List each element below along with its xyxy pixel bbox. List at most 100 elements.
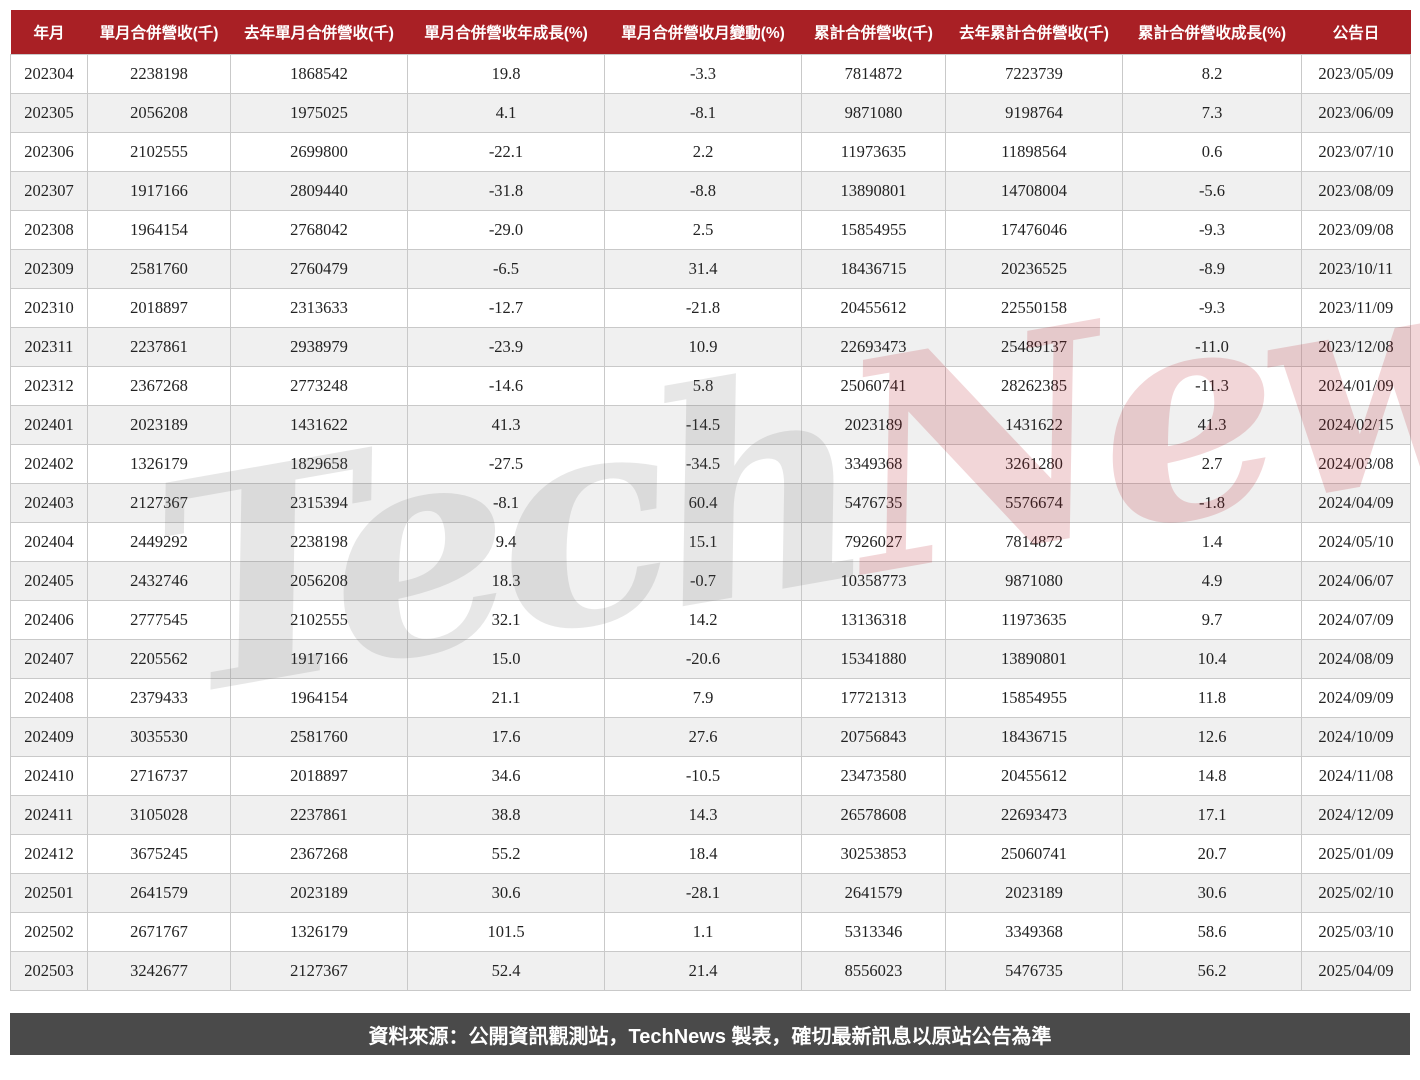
cell-cumulative-revenue: 7814872 [801,54,946,94]
cell-mom-change: -8.8 [604,171,802,211]
cell-monthly-revenue: 2205562 [87,639,231,679]
cell-mom-change: -3.3 [604,54,802,94]
cell-last-year-cumulative-revenue: 7223739 [945,54,1123,94]
cell-last-year-monthly-revenue: 1975025 [230,93,408,133]
cell-year-month: 202304 [10,54,88,94]
cell-announcement-date: 2023/11/09 [1301,288,1411,328]
cell-mom-change: 7.9 [604,678,802,718]
column-header-last-year-monthly-revenue: 去年單月合併營收(千) [230,10,408,55]
cell-mom-change: 31.4 [604,249,802,289]
cell-cumulative-revenue: 26578608 [801,795,946,835]
cell-cumulative-revenue: 15341880 [801,639,946,679]
table-row: 202410 2716737 2018897 34.6 -10.5 23473580 204… [10,756,1411,796]
table-body: 202304 2238198 1868542 19.8 -3.3 7814872 72237… [10,54,1411,991]
cell-year-month: 202305 [10,93,88,133]
cell-last-year-monthly-revenue: 2313633 [230,288,408,328]
cell-announcement-date: 2024/05/10 [1301,522,1411,562]
cell-last-year-cumulative-revenue: 20455612 [945,756,1123,796]
cell-cumulative-growth: -1.8 [1122,483,1302,523]
cell-mom-change: 14.2 [604,600,802,640]
cell-monthly-revenue: 2379433 [87,678,231,718]
cell-yoy-growth: 101.5 [407,912,605,952]
cell-mom-change: 2.2 [604,132,802,172]
cell-mom-change: -28.1 [604,873,802,913]
cell-cumulative-growth: 41.3 [1122,405,1302,445]
cell-cumulative-growth: 0.6 [1122,132,1302,172]
cell-mom-change: 14.3 [604,795,802,835]
cell-last-year-cumulative-revenue: 28262385 [945,366,1123,406]
table-row: 202408 2379433 1964154 21.1 7.9 17721313 15854… [10,678,1411,718]
cell-mom-change: 10.9 [604,327,802,367]
cell-cumulative-revenue: 5476735 [801,483,946,523]
cell-last-year-monthly-revenue: 1829658 [230,444,408,484]
column-header-yoy-growth: 單月合併營收年成長(%) [407,10,605,55]
cell-last-year-monthly-revenue: 2056208 [230,561,408,601]
table-row: 202305 2056208 1975025 4.1 -8.1 9871080 919876… [10,93,1411,133]
cell-last-year-cumulative-revenue: 5476735 [945,951,1123,991]
cell-announcement-date: 2025/02/10 [1301,873,1411,913]
cell-monthly-revenue: 3035530 [87,717,231,757]
column-header-cumulative-revenue: 累計合併營收(千) [801,10,946,55]
cell-mom-change: -21.8 [604,288,802,328]
column-header-last-year-cumulative-revenue: 去年累計合併營收(千) [945,10,1123,55]
cell-year-month: 202308 [10,210,88,250]
cell-cumulative-growth: 2.7 [1122,444,1302,484]
cell-announcement-date: 2023/05/09 [1301,54,1411,94]
cell-last-year-monthly-revenue: 1326179 [230,912,408,952]
cell-cumulative-revenue: 10358773 [801,561,946,601]
cell-announcement-date: 2023/10/11 [1301,249,1411,289]
cell-last-year-cumulative-revenue: 7814872 [945,522,1123,562]
cell-year-month: 202312 [10,366,88,406]
cell-monthly-revenue: 3675245 [87,834,231,874]
cell-year-month: 202306 [10,132,88,172]
cell-year-month: 202407 [10,639,88,679]
cell-year-month: 202408 [10,678,88,718]
cell-yoy-growth: -14.6 [407,366,605,406]
cell-cumulative-revenue: 30253853 [801,834,946,874]
cell-yoy-growth: -22.1 [407,132,605,172]
table-row: 202503 3242677 2127367 52.4 21.4 8556023 54767… [10,951,1411,991]
cell-last-year-monthly-revenue: 2315394 [230,483,408,523]
cell-yoy-growth: 9.4 [407,522,605,562]
cell-announcement-date: 2024/07/09 [1301,600,1411,640]
cell-year-month: 202405 [10,561,88,601]
cell-monthly-revenue: 2127367 [87,483,231,523]
table-row: 202402 1326179 1829658 -27.5 -34.5 3349368 326… [10,444,1411,484]
cell-mom-change: 21.4 [604,951,802,991]
cell-cumulative-growth: 12.6 [1122,717,1302,757]
cell-yoy-growth: 4.1 [407,93,605,133]
cell-mom-change: 2.5 [604,210,802,250]
cell-monthly-revenue: 3105028 [87,795,231,835]
cell-last-year-cumulative-revenue: 22550158 [945,288,1123,328]
cell-monthly-revenue: 1917166 [87,171,231,211]
cell-yoy-growth: 55.2 [407,834,605,874]
cell-yoy-growth: -23.9 [407,327,605,367]
cell-mom-change: 27.6 [604,717,802,757]
cell-announcement-date: 2023/06/09 [1301,93,1411,133]
cell-cumulative-growth: -8.9 [1122,249,1302,289]
cell-yoy-growth: 19.8 [407,54,605,94]
cell-announcement-date: 2023/07/10 [1301,132,1411,172]
table-header: 年月 單月合併營收(千) 去年單月合併營收(千) 單月合併營收年成長(%) 單月合併營收… [10,10,1411,55]
cell-yoy-growth: 18.3 [407,561,605,601]
cell-announcement-date: 2024/12/09 [1301,795,1411,835]
cell-last-year-cumulative-revenue: 11973635 [945,600,1123,640]
cell-monthly-revenue: 2056208 [87,93,231,133]
cell-last-year-monthly-revenue: 2018897 [230,756,408,796]
table-row: 202311 2237861 2938979 -23.9 10.9 22693473 254… [10,327,1411,367]
cell-cumulative-growth: -11.3 [1122,366,1302,406]
cell-mom-change: -14.5 [604,405,802,445]
cell-last-year-cumulative-revenue: 2023189 [945,873,1123,913]
cell-mom-change: 5.8 [604,366,802,406]
cell-announcement-date: 2025/03/10 [1301,912,1411,952]
cell-cumulative-growth: 56.2 [1122,951,1302,991]
cell-cumulative-revenue: 9871080 [801,93,946,133]
table-row: 202306 2102555 2699800 -22.1 2.2 11973635 1189… [10,132,1411,172]
table-header-row: 年月 單月合併營收(千) 去年單月合併營收(千) 單月合併營收年成長(%) 單月合併營收… [10,10,1411,55]
cell-yoy-growth: 52.4 [407,951,605,991]
cell-last-year-cumulative-revenue: 9871080 [945,561,1123,601]
cell-last-year-monthly-revenue: 2768042 [230,210,408,250]
cell-cumulative-growth: 1.4 [1122,522,1302,562]
table-row: 202501 2641579 2023189 30.6 -28.1 2641579 2023… [10,873,1411,913]
